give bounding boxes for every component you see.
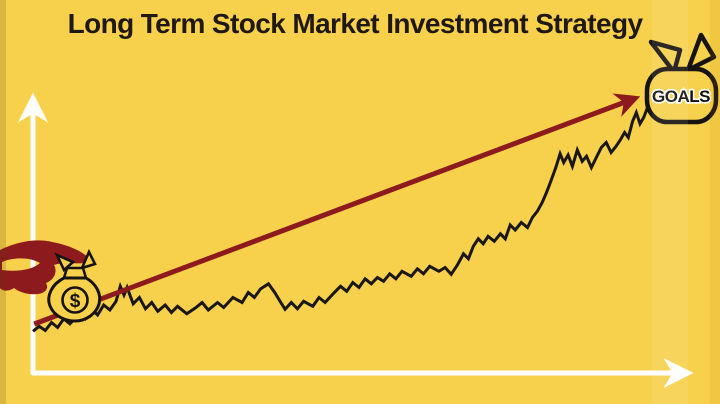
- money-bag-tie-left: [54, 252, 76, 273]
- trend-arrow: [33, 93, 641, 327]
- goal-bag-body: [644, 66, 719, 125]
- goal-bag-tie-left: [648, 39, 683, 75]
- page-title: Long Term Stock Market Investment Strate…: [67, 8, 643, 39]
- goal-bag-label: GOALS: [652, 87, 710, 106]
- hand-icon: [0, 240, 89, 295]
- money-bag-coin-ring: [61, 286, 89, 314]
- money-bag-dollar-text: $: [70, 291, 81, 312]
- goal-bag-icon: GOALS: [644, 32, 719, 125]
- money-bag-tie-right: [79, 248, 97, 271]
- money-bag-icon: $: [47, 248, 102, 323]
- goal-bag-tie-right: [685, 32, 717, 73]
- stock-price-line: [32, 105, 650, 333]
